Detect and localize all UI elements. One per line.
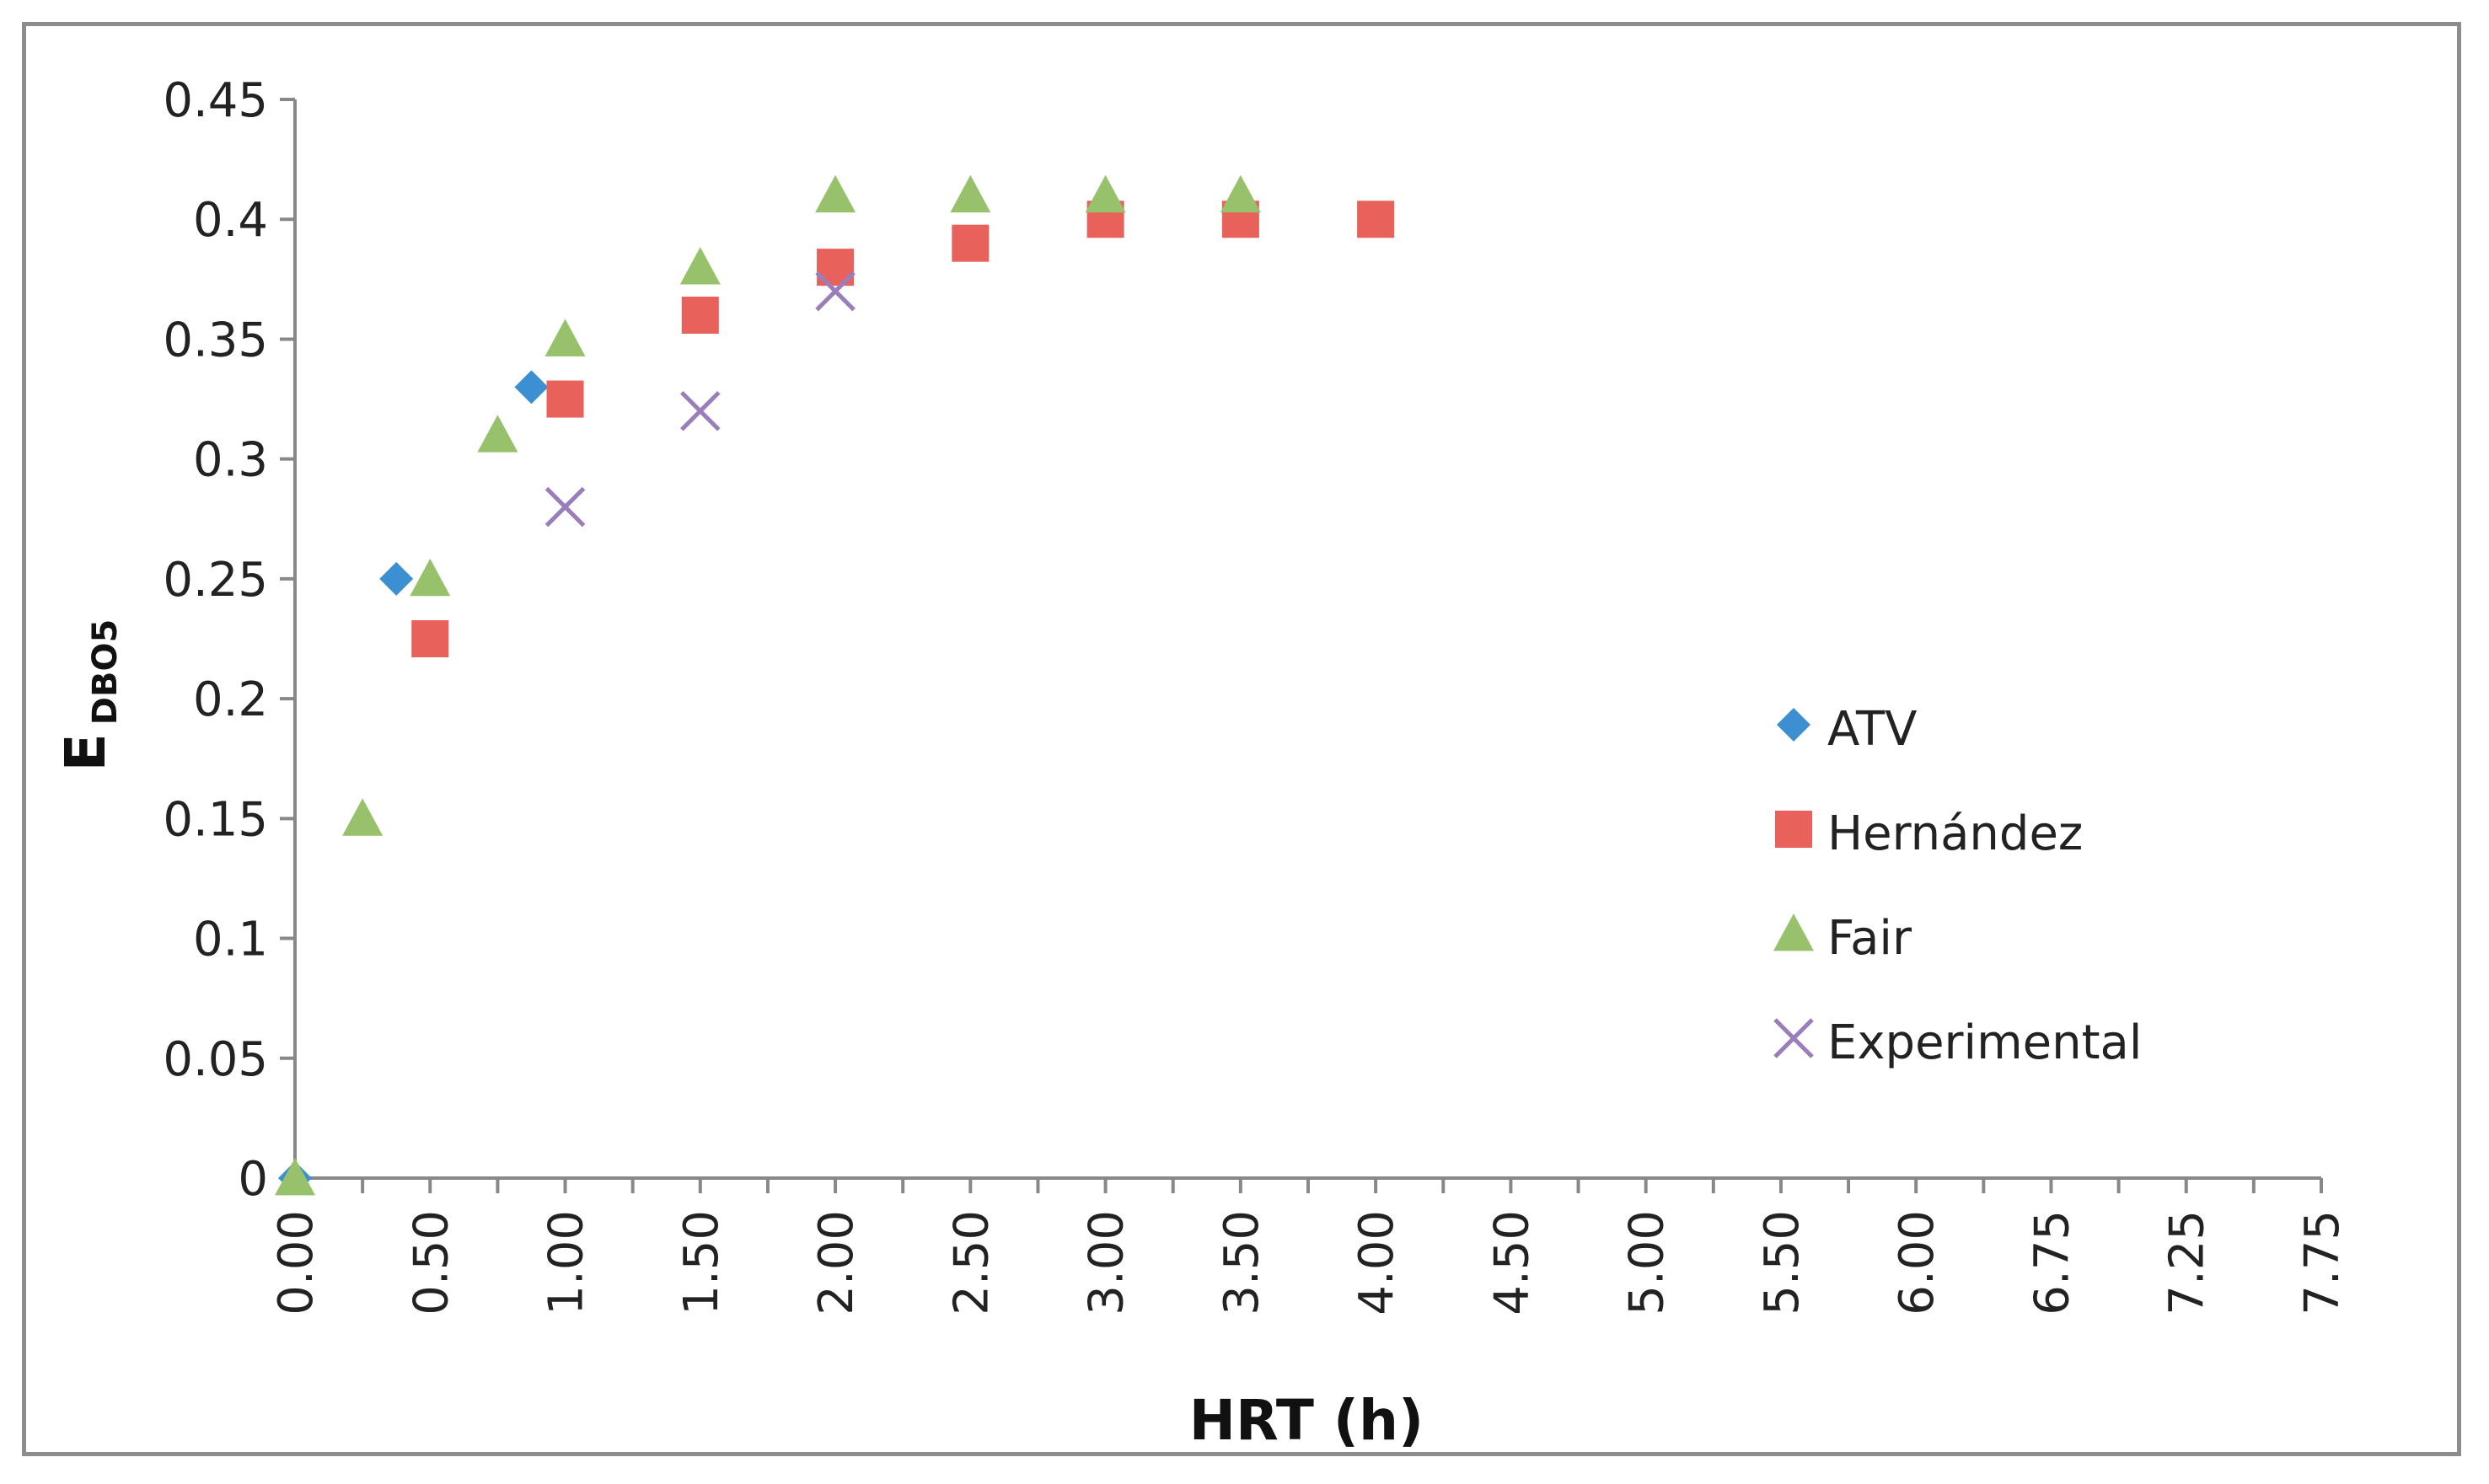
point-experimental-stroke (815, 271, 856, 312)
x-tick-label: 3.50 (1215, 1210, 1269, 1315)
y-tick-label: 0.25 (163, 553, 268, 608)
legend-label-hern-ndez: Hernández (1827, 806, 2083, 861)
point-fair (1220, 174, 1261, 213)
y-tick-label: 0.1 (193, 913, 268, 967)
y-axis-title: E DBO5 (53, 619, 125, 772)
legend-label-fair: Fair (1827, 911, 1912, 966)
point-experimental (680, 391, 721, 431)
chart-frame (22, 22, 2461, 1456)
y-axis-title-subscript: DBO5 (86, 619, 125, 726)
legend-marker-hern-ndez (1775, 811, 1812, 848)
legend-label-atv: ATV (1827, 702, 1917, 757)
point-fair (410, 558, 451, 597)
y-tick-label: 0.15 (163, 792, 268, 847)
point-fair (275, 1158, 315, 1196)
x-tick-label: 6.00 (1890, 1210, 1945, 1315)
y-tick-label: 0.35 (163, 313, 268, 367)
point-atv (514, 370, 549, 404)
y-tick-label: 0.05 (163, 1032, 268, 1087)
x-tick-label: 4.50 (1484, 1210, 1539, 1315)
point-hern-ndez (411, 620, 449, 657)
x-tick-label: 0.50 (404, 1210, 459, 1315)
legend-label-experimental: Experimental (1827, 1015, 2142, 1070)
x-tick-label: 2.50 (944, 1210, 999, 1315)
point-hern-ndez (681, 297, 719, 334)
legend-marker-experimental (1773, 1018, 1814, 1058)
x-tick-label: 2.00 (809, 1210, 864, 1315)
x-tick-label: 6.75 (2025, 1210, 2079, 1315)
data-marks (275, 174, 1395, 1196)
y-axis-title-main: E (53, 733, 118, 771)
legend: ATV Hernández Fair Experimental (1773, 702, 2142, 1070)
point-experimental (544, 486, 586, 528)
x-tick-label: 7.25 (2160, 1210, 2215, 1315)
y-tick-label: 0.45 (163, 73, 268, 128)
point-fair (477, 415, 518, 453)
point-atv (379, 561, 414, 596)
axes: 0 0.05 0.1 0.15 0.2 0.25 0.3 0.35 0.4 0.45 0.00 0.5… (163, 73, 2350, 1315)
x-tick-label: 7.75 (2295, 1210, 2350, 1315)
x-tick-label: 0.00 (269, 1210, 324, 1315)
svg-text:EDBO5: E DBO5 (53, 619, 125, 772)
point-hern-ndez (952, 224, 990, 262)
x-tick-label: 3.00 (1080, 1210, 1135, 1315)
point-experimental-stroke (544, 486, 586, 528)
point-fair (1085, 174, 1126, 213)
point-experimental-stroke (680, 391, 721, 431)
y-tick-label: 0.3 (193, 433, 268, 488)
y-tick-label: 0.2 (193, 672, 268, 727)
x-tick-label: 4.00 (1349, 1210, 1404, 1315)
point-fair (815, 174, 856, 213)
x-axis-title: HRT (h) (1189, 1388, 1424, 1453)
legend-marker-atv (1777, 708, 1810, 742)
legend-marker-experimental-stroke (1773, 1018, 1814, 1058)
point-experimental (815, 271, 856, 312)
x-tick-label: 1.00 (539, 1210, 594, 1315)
x-tick-label: 5.00 (1620, 1210, 1675, 1315)
point-fair (342, 798, 384, 836)
x-tick-label: 5.50 (1755, 1210, 1810, 1315)
point-fair (950, 174, 991, 213)
y-tick-label: 0.4 (193, 193, 268, 248)
point-hern-ndez (546, 380, 584, 418)
point-hern-ndez (1357, 201, 1395, 238)
legend-marker-fair (1773, 913, 1814, 951)
y-tick-label: 0 (238, 1152, 268, 1207)
point-fair (679, 247, 721, 285)
x-tick-label: 1.50 (674, 1210, 729, 1315)
point-fair (544, 319, 586, 356)
